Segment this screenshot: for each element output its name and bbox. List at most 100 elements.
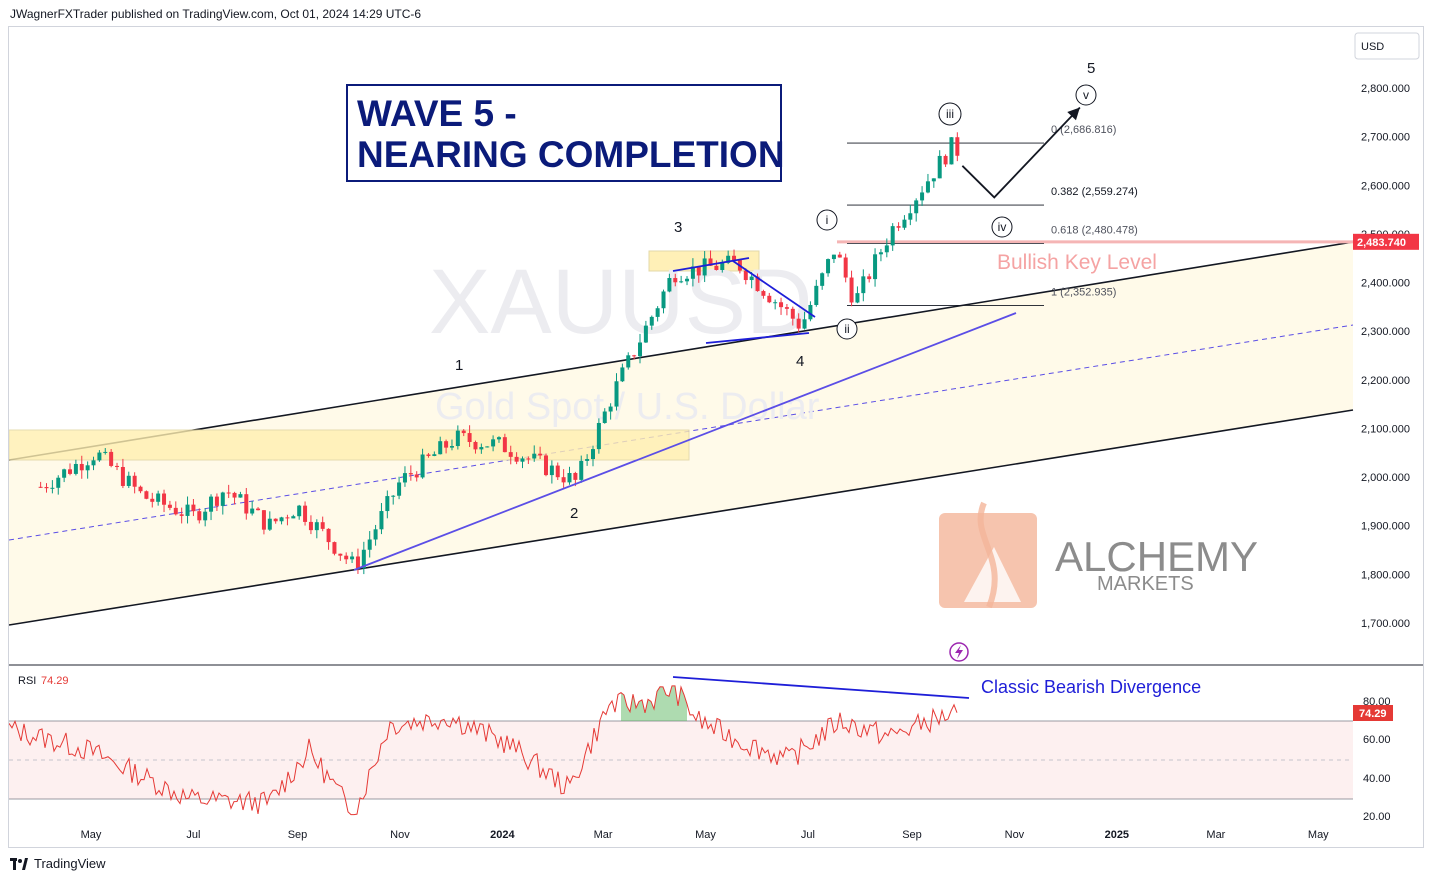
candle-body <box>420 454 425 478</box>
tradingview-footer[interactable]: TradingView <box>10 856 106 871</box>
lightning-icon[interactable] <box>949 642 969 662</box>
candle-body <box>638 342 643 357</box>
candle-body <box>303 505 308 522</box>
candle-body <box>532 453 537 459</box>
candle-body <box>285 517 290 519</box>
title-line-2: NEARING COMPLETION <box>357 134 785 175</box>
candle-body <box>350 556 355 560</box>
candle-body <box>767 295 772 303</box>
candle-body <box>79 463 84 471</box>
price-tick-label: 2,000.000 <box>1361 472 1410 484</box>
candle-body <box>802 319 807 329</box>
price-tick-label: 2,800.000 <box>1361 83 1410 95</box>
tradingview-brand: TradingView <box>34 856 106 871</box>
candle-body <box>332 542 337 554</box>
candle-body <box>97 452 102 461</box>
time-tick-label: 2025 <box>1105 829 1129 841</box>
rsi-value-tag: 74.29 <box>1359 708 1387 720</box>
candle-body <box>214 496 219 506</box>
candle-body <box>949 137 954 165</box>
candle-body <box>326 528 331 543</box>
candle-body <box>273 518 278 522</box>
candle-body <box>796 318 801 329</box>
candles <box>38 132 960 575</box>
price-tick-label: 2,700.000 <box>1361 132 1410 144</box>
candle-body <box>461 430 466 434</box>
time-tick-label: Sep <box>288 829 308 841</box>
candle-body <box>784 307 789 309</box>
candle-body <box>561 477 566 483</box>
candle-body <box>920 192 925 201</box>
candle-body <box>408 473 413 475</box>
alchemy-logo-flame <box>977 501 998 609</box>
projection-arrowhead <box>1067 107 1080 121</box>
candle-body <box>943 155 948 165</box>
published-by-header: JWagnerFXTrader published on TradingView… <box>10 7 422 21</box>
candle-body <box>708 258 713 266</box>
candle-body <box>579 460 584 480</box>
candle-body <box>696 266 701 276</box>
candle-body <box>150 498 155 502</box>
candle-body <box>220 492 225 506</box>
bullish-key-level-label: Bullish Key Level <box>997 251 1157 274</box>
candle-body <box>820 273 825 286</box>
candle-body <box>361 549 366 569</box>
candle-body <box>837 254 842 258</box>
candle-body <box>567 472 572 483</box>
price-axis[interactable]: 2,800.0002,700.0002,600.0002,500.0002,40… <box>1361 83 1410 630</box>
price-tick-label: 1,700.000 <box>1361 618 1410 630</box>
watermark-symbol: XAUUSD <box>429 251 812 353</box>
candle-body <box>937 155 942 179</box>
time-axis[interactable]: May Jul Sep Nov 2024 Mar May Jul Sep Nov 2025 Mar Ma… <box>81 829 1330 841</box>
title-line-1: WAVE 5 - <box>357 93 517 134</box>
wave-5-label: 5 <box>1087 60 1095 77</box>
time-tick-label: Nov <box>390 829 410 841</box>
candle-body <box>814 285 819 305</box>
candle-body <box>379 511 384 530</box>
resistance-zone-left <box>9 429 690 461</box>
candle-body <box>655 308 660 317</box>
candle-body <box>526 458 531 460</box>
rsi-tick-40: 40.00 <box>1363 773 1391 785</box>
candle-body <box>755 276 760 292</box>
price-tick-label: 2,200.000 <box>1361 375 1410 387</box>
candle-body <box>690 266 695 279</box>
candle-body <box>596 422 601 450</box>
candle-body <box>620 367 625 382</box>
candle-body <box>761 291 766 296</box>
candle-body <box>720 262 725 270</box>
candle-body <box>191 504 196 512</box>
time-tick-label: Mar <box>1206 829 1225 841</box>
candle-body <box>91 460 96 466</box>
candle-body <box>643 325 648 343</box>
candle-body <box>297 505 302 517</box>
candle-body <box>367 539 372 550</box>
candle-body <box>238 494 243 498</box>
candle-body <box>156 493 161 502</box>
time-tick-label: Mar <box>594 829 613 841</box>
candle-body <box>144 491 149 499</box>
candle-body <box>843 257 848 278</box>
time-tick-label: Jul <box>186 829 200 841</box>
candle-body <box>50 487 55 489</box>
wave-ii-label: ii <box>844 322 849 336</box>
candle-body <box>267 518 272 530</box>
candle-body <box>520 458 525 462</box>
wave5-projection-path <box>961 106 1081 199</box>
candle-body <box>44 487 49 489</box>
candle-body <box>955 137 960 156</box>
candle-body <box>884 245 889 253</box>
candle-body <box>179 514 184 516</box>
candle-body <box>355 556 360 569</box>
candle-body <box>773 302 778 304</box>
candle-body <box>279 517 284 522</box>
candle-body <box>626 355 631 368</box>
chart-svg[interactable]: USD XAUUSD Gold Spot / U.S. Dollar ALCHE… <box>9 27 1423 847</box>
price-tick-label: 2,600.000 <box>1361 180 1410 192</box>
time-tick-label: May <box>1308 829 1329 841</box>
candle-body <box>485 446 490 448</box>
time-tick-label: May <box>81 829 102 841</box>
currency-button[interactable] <box>1354 32 1420 60</box>
candle-body <box>203 511 208 521</box>
watermark-name: Gold Spot / U.S. Dollar <box>435 386 820 428</box>
